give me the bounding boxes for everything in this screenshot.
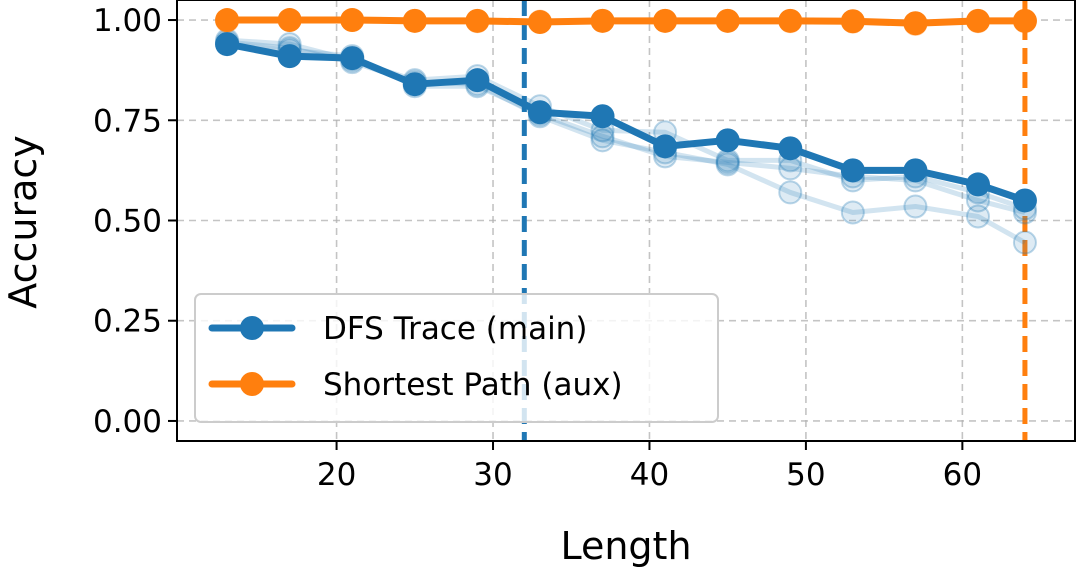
faint-run-point (1012, 230, 1037, 255)
data-point (966, 8, 991, 33)
y-tick-label: 0.25 (93, 304, 162, 340)
data-point (340, 46, 365, 71)
faint-run-point (715, 150, 740, 175)
y-tick-label: 0.50 (93, 204, 162, 240)
data-point (340, 8, 365, 33)
legend-marker-dfs (240, 316, 264, 340)
data-point (465, 8, 490, 33)
data-point (1012, 188, 1037, 213)
data-point (402, 8, 427, 33)
data-point (277, 8, 302, 33)
data-point (840, 9, 865, 34)
faint-run-point (840, 200, 865, 225)
data-point (527, 100, 552, 125)
faint-run-point (778, 156, 803, 181)
faint-run-point (590, 128, 615, 153)
data-point (215, 8, 240, 33)
x-axis-label: Length (560, 524, 691, 568)
data-point (653, 134, 678, 159)
x-tick-label: 20 (317, 457, 356, 493)
series-layer (215, 8, 1037, 213)
legend: DFS Trace (main) Shortest Path (aux) (194, 293, 719, 423)
y-tick-label: 0.75 (93, 103, 162, 139)
faint-run-point (590, 124, 615, 149)
tick-layer: 20 30 40 50 60 0.00 0.25 0.50 0.75 1.00 (93, 3, 982, 493)
faint-run-point (778, 180, 803, 205)
y-tick-label: 1.00 (93, 3, 162, 39)
data-point (966, 172, 991, 197)
data-point (590, 104, 615, 129)
data-point (840, 158, 865, 183)
faint-run-point (715, 152, 740, 177)
data-point (903, 11, 928, 36)
x-tick-label: 60 (943, 457, 982, 493)
data-point (527, 10, 552, 35)
data-point (277, 44, 302, 69)
x-tick-label: 40 (630, 457, 669, 493)
legend-box (194, 293, 719, 423)
data-point (903, 158, 928, 183)
x-tick-label: 30 (473, 457, 512, 493)
data-point (715, 128, 740, 153)
data-point (215, 32, 240, 57)
data-point (402, 72, 427, 97)
data-point (778, 8, 803, 33)
data-point (653, 8, 678, 33)
data-point (465, 68, 490, 93)
legend-label-dfs: DFS Trace (main) (323, 311, 587, 347)
x-tick-label: 50 (786, 457, 825, 493)
y-tick-label: 0.00 (93, 404, 162, 440)
data-point (715, 8, 740, 33)
faint-run-point (966, 204, 991, 229)
data-point (778, 136, 803, 161)
legend-label-shortest-path: Shortest Path (aux) (323, 367, 623, 403)
data-point (1012, 8, 1037, 33)
legend-marker-shortest-path (240, 372, 264, 396)
y-axis-label: Accuracy (1, 135, 45, 309)
faint-run-point (903, 194, 928, 219)
data-point (590, 8, 615, 33)
